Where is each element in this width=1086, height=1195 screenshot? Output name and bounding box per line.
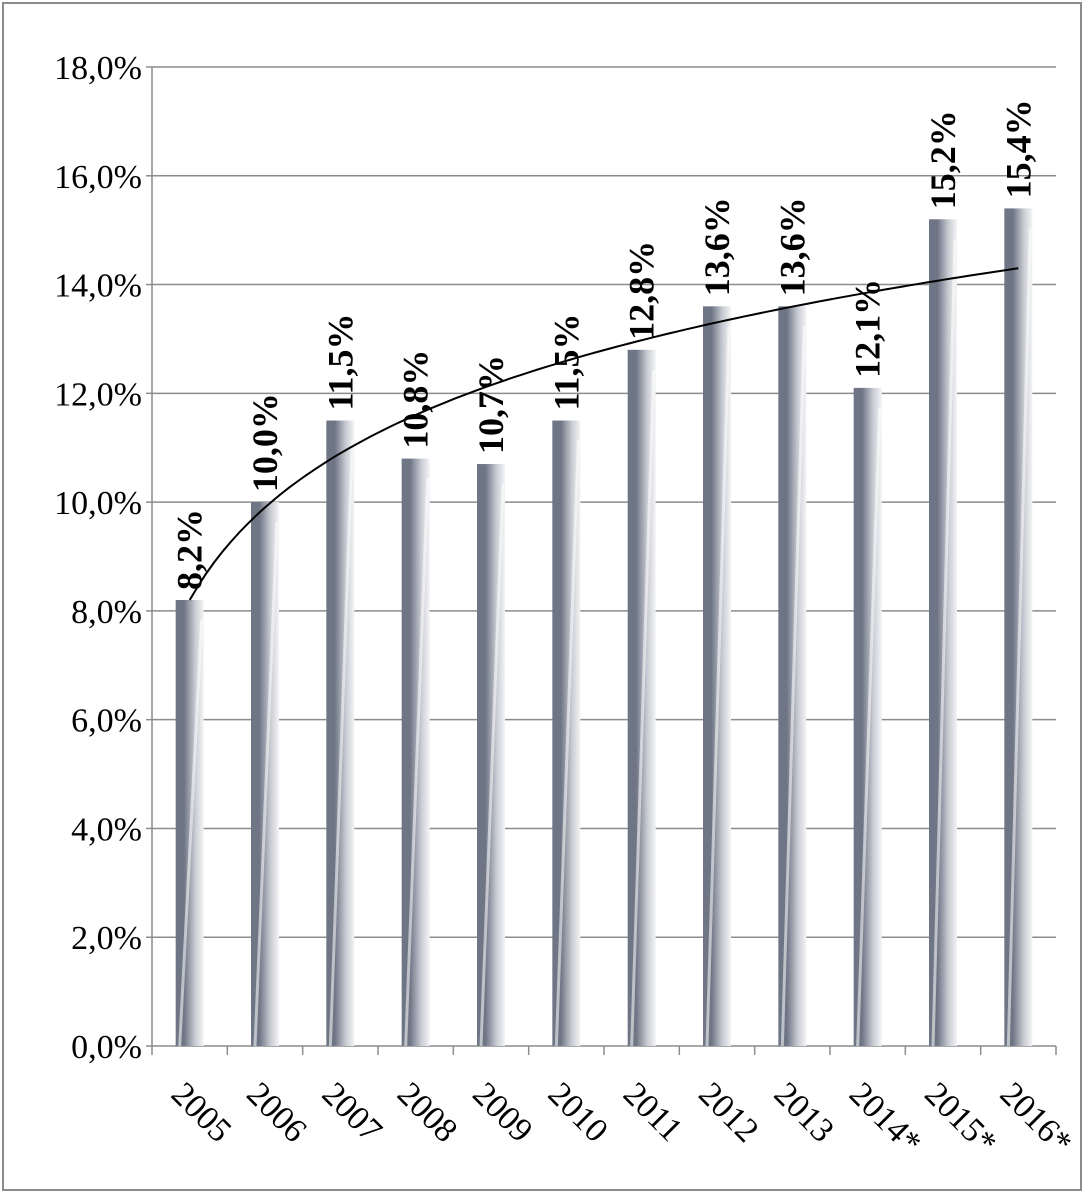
x-tick-label: 2012 <box>691 1075 765 1149</box>
bar-highlight <box>404 478 430 1047</box>
data-label: 8,2% <box>170 509 210 590</box>
bar-highlight <box>931 239 957 1047</box>
x-tick-label: 2007 <box>315 1075 389 1149</box>
x-tick-label: 2006 <box>239 1075 313 1149</box>
data-label: 13,6% <box>772 197 812 296</box>
data-label: 15,4% <box>998 99 1038 198</box>
bar-highlight <box>328 440 354 1047</box>
data-label: 12,8% <box>622 241 662 340</box>
bar-highlight <box>479 483 505 1047</box>
y-tick-label: 8,0% <box>71 594 142 631</box>
data-label: 10,7% <box>471 355 511 454</box>
y-tick-label: 0,0% <box>71 1029 142 1066</box>
y-tick-label: 16,0% <box>54 159 142 196</box>
x-tick-label: 2016* <box>993 1075 1079 1161</box>
x-tick-label: 2013 <box>767 1075 841 1149</box>
y-tick-label: 18,0% <box>54 50 142 87</box>
data-label: 15,2% <box>923 110 963 209</box>
x-tick-label: 2005 <box>164 1075 238 1149</box>
data-label: 11,5% <box>546 314 586 411</box>
y-tick-label: 2,0% <box>71 920 142 957</box>
x-tick-label: 2010 <box>541 1075 615 1149</box>
data-label: 10,8% <box>396 350 436 449</box>
y-tick-label: 14,0% <box>54 268 142 305</box>
data-label: 12,1% <box>848 279 888 378</box>
bar-highlight <box>630 369 656 1047</box>
x-tick-label: 2008 <box>390 1075 464 1149</box>
bar-highlight <box>178 619 204 1047</box>
bar-highlight <box>1006 228 1032 1047</box>
y-tick-label: 10,0% <box>54 485 142 522</box>
y-tick-label: 4,0% <box>71 811 142 848</box>
bar-highlight <box>856 407 882 1047</box>
data-label: 13,6% <box>697 197 737 296</box>
y-tick-label: 6,0% <box>71 703 142 740</box>
x-tick-label: 2011 <box>616 1075 689 1148</box>
trendline <box>188 267 1019 601</box>
data-label: 10,0% <box>245 393 285 492</box>
data-label: 11,5% <box>320 314 360 411</box>
x-tick-label: 2015* <box>917 1075 1003 1161</box>
x-tick-label: 2014* <box>842 1075 928 1161</box>
x-tick-label: 2009 <box>465 1075 539 1149</box>
bar-highlight <box>780 326 806 1047</box>
bar-highlight <box>253 522 279 1047</box>
bar-highlight <box>705 326 731 1047</box>
bar-highlight <box>554 440 580 1047</box>
y-tick-label: 12,0% <box>54 376 142 413</box>
